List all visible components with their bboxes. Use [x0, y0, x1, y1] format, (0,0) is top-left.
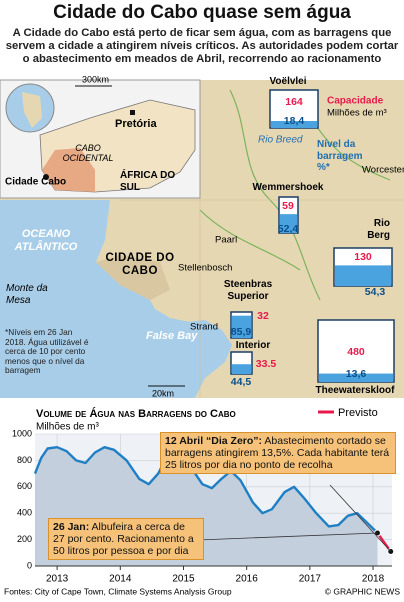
annotation-bold: 26 Jan: [53, 521, 90, 533]
dam-level [271, 121, 317, 128]
dam-capacity: 130 [354, 251, 372, 263]
y-tick-label: 200 [17, 534, 32, 544]
dam-name: Theewaterskloof [315, 385, 395, 396]
dam-level [335, 265, 391, 286]
inset-province [42, 148, 95, 192]
inset-province-label: CABO OCIDENTAL [62, 143, 114, 164]
source: Fontes: City of Cape Town, Climate Syste… [4, 586, 232, 596]
dam-name: Voëlvlei [269, 76, 307, 87]
bay-label: False Bay [146, 330, 198, 342]
inset-country-label: ÁFRICA DO SUL [120, 170, 176, 193]
line [33, 446, 379, 534]
legend-label: Previsto [338, 407, 378, 419]
place-label: Stellenbosch [178, 263, 232, 274]
mountain-label: Monte da Mesa [6, 283, 48, 306]
footnote: *Níveis em 26 Jan 2018. Água utilizável … [5, 327, 89, 376]
y-axis-label: Milhões de m³ [36, 422, 99, 433]
credit: © GRAPHIC NEWS [325, 586, 401, 596]
place-label: Paarl [215, 235, 237, 246]
dam-capacity: 33.5 [256, 358, 277, 370]
dam-name: Interior [235, 340, 271, 351]
y-tick-label: 600 [17, 481, 32, 491]
dam-level [280, 214, 297, 233]
dam-name: Steenbras Superior [223, 279, 273, 302]
ocean-label: OCEANO ATLÂNTICO [14, 228, 78, 253]
dam-level [232, 364, 251, 374]
annotation: 26 Jan: Albufeira a cerca de 27 por cent… [48, 518, 204, 561]
dam-level-label: 54,3 [365, 286, 386, 298]
legend-unit: Milhões de m³ [327, 108, 387, 119]
x-tick-label: 2013 [46, 574, 69, 585]
inset-globe-land [22, 92, 42, 128]
dam-level-label: 85,9 [231, 326, 252, 338]
dam-level [232, 315, 251, 338]
x-tick-label: 2016 [236, 574, 259, 585]
annotation-bold: 12 Abril “Dia Zero”: [165, 435, 263, 447]
x-tick-label: 2017 [299, 574, 322, 585]
inset-cape-town: Cidade Cabo [5, 177, 66, 188]
dam-level-label: 13,6 [346, 368, 367, 380]
x-tick-label: 2015 [172, 574, 195, 585]
annotation: 12 Abril “Dia Zero”: Abastecimento corta… [160, 432, 396, 475]
place-label: Worcester [362, 165, 404, 176]
dam-name: Wemmershoek [252, 182, 324, 193]
title: Cidade do Cabo quase sem água [53, 2, 351, 23]
x-tick-label: 2018 [362, 574, 385, 585]
leader-line [329, 484, 392, 552]
scale-label: 20km [152, 388, 174, 398]
dam-capacity: 32 [257, 310, 269, 322]
y-tick-label: 400 [17, 508, 32, 518]
dam-capacity: 164 [285, 96, 303, 108]
x-tick-label: 2014 [109, 574, 132, 585]
legend-level: Nível da barragem %* [317, 139, 363, 173]
dam-level-label: 44,5 [231, 376, 252, 388]
dam-level-label: 52,4 [278, 223, 299, 235]
bay [120, 306, 228, 380]
river-label: Rio Breed [258, 135, 303, 146]
city-label: CIDADE DO CABO [105, 252, 175, 278]
subtitle: A Cidade do Cabo está perto de ficar sem… [5, 27, 399, 65]
place-label: Strand [190, 322, 218, 333]
dam-level-label: 18,4 [284, 115, 305, 127]
line [376, 532, 392, 553]
leader-line [197, 532, 378, 541]
dam-box [317, 319, 395, 383]
y-tick-label: 800 [17, 455, 32, 465]
annotation-text: Abastecimento cortado se barragens ating… [165, 435, 390, 472]
chart-title: Volume de Água nas Barragens do Cabo [36, 407, 236, 420]
inset-scale: 300km [82, 74, 109, 84]
dam-capacity: 480 [347, 346, 365, 358]
y-tick-label: 1000 [12, 428, 32, 438]
annotation-text: Albufeira a cerca de 27 por cento. Racio… [53, 521, 194, 558]
dam-name: Rio Berg [367, 218, 390, 241]
inset-cape-mark [43, 174, 49, 180]
inset-city: Pretória [115, 118, 157, 130]
inset-city-mark [130, 110, 135, 115]
urban [96, 255, 170, 300]
legend-capacity: Capacidade [327, 96, 384, 107]
dam-capacity: 59 [282, 200, 294, 212]
dam-level [319, 373, 393, 382]
y-tick-label: 0 [27, 560, 32, 570]
